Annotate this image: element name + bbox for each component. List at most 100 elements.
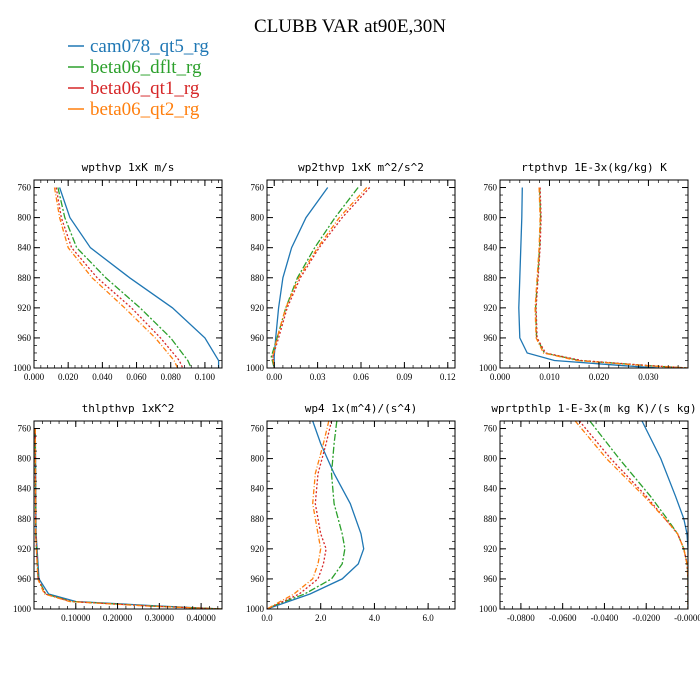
y-tick-label: 880 <box>18 514 32 524</box>
panel-4: thlpthvp 1xK^2 760 800 840 880 920 960 1000 0.10… <box>13 402 223 623</box>
y-tick-label: 920 <box>484 303 498 313</box>
panel-1: wpthvp 1xK m/s 760 800 840 880 920 960 10000.00… <box>13 161 223 382</box>
y-tick-label: 920 <box>251 303 265 313</box>
series-line-cam078_qt5_rg <box>273 187 329 368</box>
y-tick-label: 840 <box>484 243 498 253</box>
x-tick-label: 0.20000 <box>103 613 133 623</box>
y-tick-label: 800 <box>484 454 498 464</box>
x-tick-label: 0.06 <box>353 372 369 382</box>
series-line-beta06_qt1_rg <box>267 421 333 609</box>
y-tick-label: 760 <box>484 424 498 434</box>
x-tick-label: 0.0 <box>261 613 273 623</box>
x-tick-label: -0.0400 <box>591 613 619 623</box>
x-tick-label: 0.010 <box>539 372 560 382</box>
y-tick-label: 800 <box>18 454 32 464</box>
x-tick-label: 0.12 <box>440 372 456 382</box>
plot-frame <box>33 179 223 369</box>
x-tick-label: 0.10000 <box>61 613 91 623</box>
x-tick-label: 0.03 <box>310 372 326 382</box>
series-group <box>518 187 688 368</box>
y-tick-label: 880 <box>484 273 498 283</box>
series-line-beta06_dflt_rg <box>534 187 688 368</box>
y-tick-label: 1000 <box>479 604 498 614</box>
y-tick-label: 960 <box>251 574 265 584</box>
y-tick-label: 880 <box>251 273 265 283</box>
series-line-beta06_qt1_rg <box>34 428 222 609</box>
x-tick-label: 6.0 <box>423 613 435 623</box>
y-tick-label: 920 <box>18 303 32 313</box>
y-tick-label: 760 <box>251 424 265 434</box>
series-line-cam078_qt5_rg <box>34 428 222 609</box>
series-line-cam078_qt5_rg <box>518 187 659 368</box>
series-group <box>270 187 371 368</box>
series-line-beta06_dflt_rg <box>589 421 688 609</box>
y-tick-label: 920 <box>484 544 498 554</box>
x-tick-label: 0.30000 <box>145 613 175 623</box>
figure-title: CLUBB VAR at90E,30N <box>254 16 446 37</box>
panel-6: wprtpthlp 1-E-3x(m kg K)/(s kg) 760 800 840… <box>479 402 700 623</box>
y-tick-label: 1000 <box>246 604 265 614</box>
series-line-cam078_qt5_rg <box>267 421 365 609</box>
panel-2: wp2thvp 1xK m^2/s^2 760 800 840 880 920 960 100… <box>246 161 456 382</box>
y-tick-label: 920 <box>251 544 265 554</box>
x-tick-label: 0.020 <box>589 372 610 382</box>
y-tick-label: 880 <box>484 514 498 524</box>
y-tick-label: 960 <box>18 333 32 343</box>
x-tick-label: 0.09 <box>397 372 413 382</box>
series-line-beta06_qt2_rg <box>534 187 688 368</box>
y-tick-label: 1000 <box>13 363 32 373</box>
series-line-cam078_qt5_rg <box>58 187 220 368</box>
y-tick-label: 760 <box>18 183 32 193</box>
y-tick-label: 800 <box>484 213 498 223</box>
y-tick-label: 1000 <box>246 363 265 373</box>
series-group <box>53 187 220 368</box>
x-tick-label: 0.00 <box>266 372 282 382</box>
x-tick-label: 0.000 <box>490 372 511 382</box>
x-tick-label: 0.020 <box>58 372 79 382</box>
plot-frame <box>266 179 456 369</box>
x-tick-label: 0.060 <box>126 372 147 382</box>
plot-frame <box>33 420 223 610</box>
x-tick-label: 0.080 <box>161 372 182 382</box>
plot-frame <box>499 179 689 369</box>
y-tick-label: 840 <box>18 484 32 494</box>
series-group <box>267 421 365 609</box>
x-tick-label: 0.030 <box>638 372 659 382</box>
y-tick-label: 800 <box>251 454 265 464</box>
series-line-beta06_qt2_rg <box>267 421 330 609</box>
y-tick-label: 960 <box>484 333 498 343</box>
panel-title: thlpthvp 1xK^2 <box>82 402 175 415</box>
x-tick-label: 0.040 <box>92 372 113 382</box>
y-tick-label: 800 <box>251 213 265 223</box>
plot-frame <box>499 420 689 610</box>
y-tick-label: 960 <box>18 574 32 584</box>
x-tick-label: 0.40000 <box>186 613 216 623</box>
y-tick-label: 1000 <box>479 363 498 373</box>
series-line-beta06_qt1_rg <box>578 421 688 609</box>
series-group <box>574 421 688 609</box>
y-tick-label: 840 <box>18 243 32 253</box>
plot-frame <box>266 420 456 610</box>
y-tick-label: 1000 <box>13 604 32 614</box>
legend-label-cam078_qt5_rg: cam078_qt5_rg <box>90 36 209 57</box>
series-line-beta06_dflt_rg <box>34 428 222 609</box>
panel-title: wp4 1x(m^4)/(s^4) <box>305 402 418 415</box>
series-group <box>34 428 222 609</box>
x-tick-label: 0.000 <box>24 372 45 382</box>
series-line-beta06_qt2_rg <box>53 187 179 368</box>
series-line-beta06_qt2_rg <box>574 421 688 609</box>
y-tick-label: 800 <box>18 213 32 223</box>
y-tick-label: 760 <box>251 183 265 193</box>
panel-5: wp4 1x(m^4)/(s^4) 760 800 840 880 920 960 10000… <box>246 402 456 623</box>
series-line-beta06_dflt_rg <box>267 421 346 609</box>
y-tick-label: 760 <box>484 183 498 193</box>
y-tick-label: 960 <box>484 574 498 584</box>
panel-3: rtpthvp 1E-3x(kg/kg) K 760 800 840 880 920 960… <box>479 161 689 382</box>
legend-label-beta06_qt2_rg: beta06_qt2_rg <box>90 99 200 120</box>
legend: cam078_qt5_rgbeta06_dflt_rgbeta06_qt1_rg… <box>68 36 209 120</box>
y-tick-label: 760 <box>18 424 32 434</box>
y-tick-label: 880 <box>18 273 32 283</box>
panel-title: wp2thvp 1xK m^2/s^2 <box>298 161 424 174</box>
y-tick-label: 960 <box>251 333 265 343</box>
